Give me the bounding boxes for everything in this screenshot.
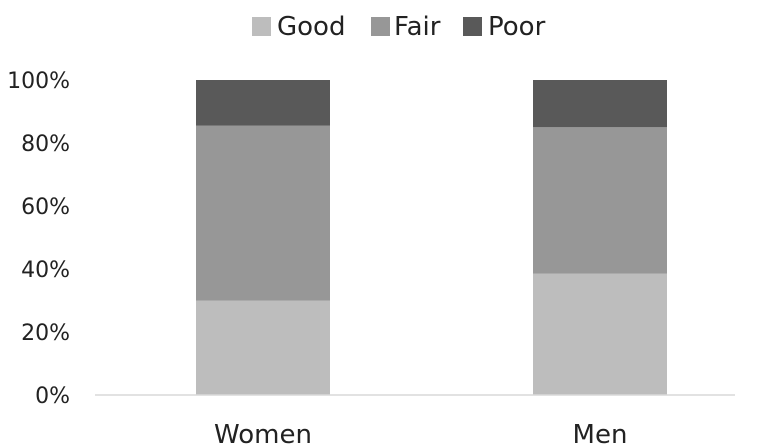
legend-label-good: Good [277, 12, 345, 42]
bar-segment-poor-women [196, 80, 330, 126]
bar-segment-good-men [533, 273, 667, 395]
x-axis-category-labels: Women Men [214, 420, 627, 446]
bar-segment-poor-men [533, 80, 667, 128]
legend-label-poor: Poor [488, 12, 546, 42]
x-category-label: Men [573, 420, 628, 446]
bar-segment-good-women [196, 300, 330, 395]
y-axis-tick-labels: 0% 20% 40% 60% 80% 100% [7, 69, 70, 409]
y-tick-label: 80% [21, 132, 70, 157]
legend: Good Fair Poor [252, 12, 546, 42]
bars [196, 80, 667, 395]
x-category-label: Women [214, 420, 312, 446]
legend-swatch-fair [371, 17, 390, 36]
y-tick-label: 100% [7, 69, 70, 94]
y-tick-label: 40% [21, 258, 70, 283]
legend-label-fair: Fair [394, 12, 441, 42]
bar-segment-fair-men [533, 127, 667, 274]
legend-swatch-good [252, 17, 271, 36]
bar-segment-fair-women [196, 125, 330, 301]
y-tick-label: 60% [21, 195, 70, 220]
y-tick-label: 0% [35, 384, 70, 409]
legend-swatch-poor [463, 17, 482, 36]
y-tick-label: 20% [21, 321, 70, 346]
